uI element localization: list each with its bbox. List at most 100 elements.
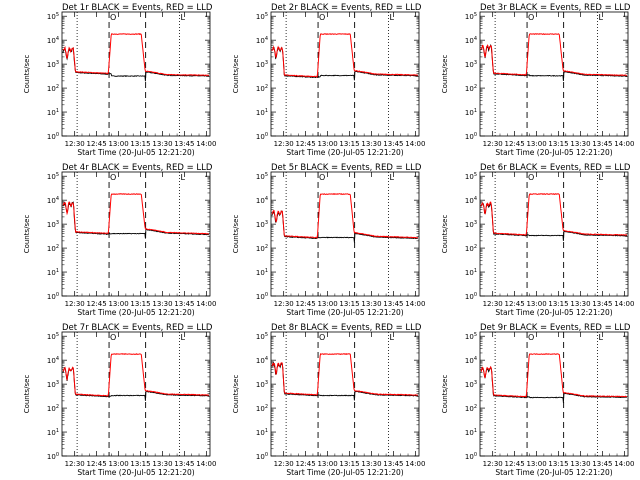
x-axis-label: Start Time (20-Jul-05 12:21:20) — [77, 148, 194, 157]
y-tick-label: 100 — [256, 452, 268, 461]
y-tick-label: 103 — [47, 60, 59, 69]
panel-det-4: Det 4r BLACK = Events, RED = LLD 100 101 10… — [23, 163, 216, 317]
y-tick-label: 101 — [465, 428, 477, 437]
x-tick-label: 13:45 — [174, 460, 194, 468]
y-tick-label: 101 — [465, 268, 477, 277]
x-tick-label: 13:00 — [317, 460, 337, 468]
y-tick-label: 105 — [256, 172, 268, 181]
attenuator-marker: L — [181, 333, 186, 342]
lld-series-line — [271, 33, 419, 78]
y-tick-label: 103 — [256, 60, 268, 69]
x-tick-label: 12:45 — [296, 460, 316, 468]
y-tick-label: 104 — [256, 196, 268, 205]
events-series-line — [62, 201, 209, 239]
x-tick-label: 13:00 — [526, 300, 546, 308]
attenuator-marker: O — [110, 13, 116, 22]
x-tick-label: 13:30 — [152, 140, 172, 148]
lld-series-line — [62, 353, 210, 397]
x-tick-label: 13:00 — [526, 460, 546, 468]
y-tick-label: 100 — [465, 292, 477, 301]
panel-title: Det 2r BLACK = Events, RED = LLD — [271, 3, 422, 13]
x-tick-label: 12:30 — [483, 140, 503, 148]
y-tick-label: 103 — [47, 380, 59, 389]
lld-series-line — [480, 33, 628, 77]
x-tick-label: 12:30 — [483, 460, 503, 468]
y-tick-label: 105 — [465, 332, 477, 341]
y-tick-label: 102 — [465, 404, 477, 413]
y-tick-label: 105 — [256, 12, 268, 21]
attenuator-marker: O — [528, 13, 534, 22]
y-tick-label: 100 — [256, 292, 268, 301]
y-axis-label: Counts/sec — [232, 215, 240, 254]
panel-det-3: Det 3r BLACK = Events, RED = LLD 100 101 10… — [441, 3, 634, 157]
x-axis-label: Start Time (20-Jul-05 12:21:20) — [495, 468, 612, 477]
x-tick-label: 14:00 — [405, 300, 425, 308]
plot-frame — [61, 171, 211, 297]
x-tick-label: 13:30 — [361, 140, 381, 148]
x-axis-label: Start Time (20-Jul-05 12:21:20) — [77, 308, 194, 317]
panel-det-5: Det 5r BLACK = Events, RED = LLD 100 101 10… — [232, 163, 425, 317]
y-axis-label: Counts/sec — [441, 375, 449, 414]
y-tick-label: 104 — [256, 356, 268, 365]
attenuator-marker: L — [390, 333, 395, 342]
plot-frame — [270, 11, 420, 137]
attenuator-marker: L — [599, 173, 604, 182]
y-tick-label: 104 — [47, 356, 59, 365]
x-tick-label: 12:45 — [505, 300, 525, 308]
lld-series-line — [62, 193, 209, 235]
panel-det-1: Det 1r BLACK = Events, RED = LLD 100 101 10… — [23, 3, 216, 157]
x-axis-label: Start Time (20-Jul-05 12:21:20) — [495, 148, 612, 157]
x-tick-label: 13:45 — [174, 140, 194, 148]
x-tick-label: 13:15 — [339, 460, 359, 468]
y-axis-label: Counts/sec — [23, 55, 31, 94]
x-tick-label: 13:00 — [317, 140, 337, 148]
x-tick-label: 13:15 — [548, 140, 568, 148]
x-tick-label: 14:00 — [614, 140, 634, 148]
y-tick-label: 103 — [47, 220, 59, 229]
plot-frame — [479, 11, 629, 137]
plot-frame — [479, 171, 629, 297]
events-series-line — [480, 43, 628, 82]
x-tick-label: 14:00 — [405, 460, 425, 468]
x-tick-label: 12:45 — [505, 140, 525, 148]
y-tick-label: 104 — [465, 36, 477, 45]
attenuator-marker: O — [319, 13, 325, 22]
y-tick-label: 103 — [256, 380, 268, 389]
attenuator-marker: L — [181, 173, 186, 182]
panel-title: Det 3r BLACK = Events, RED = LLD — [480, 3, 631, 13]
x-tick-label: 13:00 — [108, 140, 128, 148]
x-tick-label: 12:30 — [65, 300, 85, 308]
y-tick-label: 102 — [47, 84, 59, 93]
y-tick-label: 102 — [256, 404, 268, 413]
lld-series-line — [62, 33, 210, 77]
x-tick-label: 14:00 — [405, 140, 425, 148]
x-tick-label: 13:30 — [152, 300, 172, 308]
x-tick-label: 12:45 — [296, 300, 316, 308]
x-tick-label: 12:45 — [505, 460, 525, 468]
x-tick-label: 13:15 — [339, 300, 359, 308]
x-axis-label: Start Time (20-Jul-05 12:21:20) — [495, 308, 612, 317]
panel-title: Det 1r BLACK = Events, RED = LLD — [62, 3, 213, 13]
x-tick-label: 13:45 — [592, 140, 612, 148]
plot-frame — [270, 331, 420, 457]
y-tick-label: 105 — [256, 332, 268, 341]
y-tick-label: 104 — [465, 196, 477, 205]
y-tick-label: 101 — [47, 428, 59, 437]
x-tick-label: 13:30 — [152, 460, 172, 468]
x-tick-label: 13:15 — [339, 140, 359, 148]
y-tick-label: 102 — [465, 244, 477, 253]
x-tick-label: 14:00 — [196, 300, 216, 308]
x-tick-label: 13:15 — [548, 300, 568, 308]
y-tick-label: 103 — [465, 60, 477, 69]
y-tick-label: 101 — [256, 428, 268, 437]
lld-series-line — [271, 352, 419, 396]
x-tick-label: 13:30 — [570, 300, 590, 308]
panel-det-6: Det 6r BLACK = Events, RED = LLD 100 101 10… — [441, 163, 634, 317]
x-tick-label: 13:30 — [570, 460, 590, 468]
attenuator-marker: L — [390, 173, 395, 182]
panel-title: Det 9r BLACK = Events, RED = LLD — [480, 323, 631, 333]
x-tick-label: 13:00 — [526, 140, 546, 148]
x-tick-label: 12:30 — [65, 140, 85, 148]
attenuator-marker: L — [390, 13, 395, 22]
